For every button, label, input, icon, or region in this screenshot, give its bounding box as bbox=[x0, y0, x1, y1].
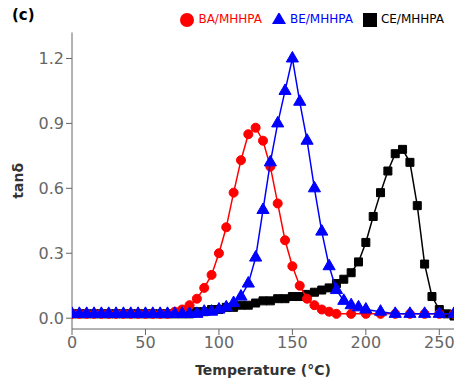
svg-text:200: 200 bbox=[351, 333, 382, 352]
svg-text:0.3: 0.3 bbox=[39, 244, 64, 263]
svg-text:tanδ: tanδ bbox=[10, 163, 26, 199]
html-text:CE/MHHPA: CE/MHHPA bbox=[380, 12, 444, 26]
html-text:BE/MHHPA: BE/MHHPA bbox=[290, 12, 353, 26]
html-text:(c): (c) bbox=[12, 6, 35, 24]
svg-text:150: 150 bbox=[277, 333, 308, 352]
svg-text:0.0: 0.0 bbox=[39, 309, 64, 328]
svg-text:50: 50 bbox=[135, 333, 155, 352]
svg-text:0: 0 bbox=[67, 333, 77, 352]
svg-text:0.9: 0.9 bbox=[39, 114, 64, 133]
html-text:BA/MHHPA: BA/MHHPA bbox=[198, 12, 262, 26]
svg-text:Temperature (°C): Temperature (°C) bbox=[195, 362, 331, 378]
svg-text:250: 250 bbox=[424, 333, 455, 352]
svg-text:1.2: 1.2 bbox=[39, 49, 64, 68]
svg-text:100: 100 bbox=[204, 333, 235, 352]
svg-text:0.6: 0.6 bbox=[39, 179, 64, 198]
